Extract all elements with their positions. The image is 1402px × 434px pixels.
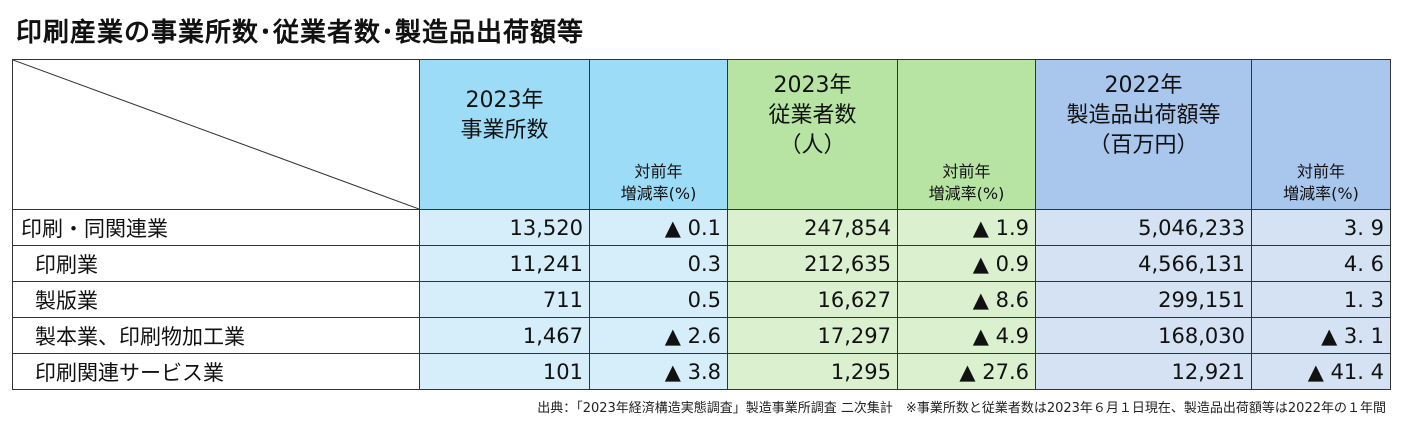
row-label: 印刷関連サービス業 [12, 353, 420, 390]
table-row: 印刷業 11,241 0.3 212,635 ▲ 0.9 4,566,131 4. 6 [12, 245, 1391, 282]
employees-change-cell: ▲ 4.9 [897, 317, 1036, 354]
employees-cell: 247,854 [727, 209, 898, 246]
shipments-cell: 168,030 [1035, 317, 1252, 354]
header-employees-change: 対前年 増減率(%) [897, 59, 1036, 210]
shipments-cell: 4,566,131 [1035, 245, 1252, 282]
employees-change-cell: ▲ 8.6 [897, 281, 1036, 318]
shipments-change-cell: 4. 6 [1251, 245, 1391, 282]
row-label: 印刷業 [12, 245, 420, 282]
page-title: 印刷産業の事業所数･従業者数･製造品出荷額等 [16, 18, 585, 48]
employees-change-cell: ▲ 1.9 [897, 209, 1036, 246]
establishments-change-cell: ▲ 3.8 [589, 353, 728, 390]
table-row: 製本業、印刷物加工業 1,467 ▲ 2.6 17,297 ▲ 4.9 168,030 ▲ … [12, 317, 1391, 354]
diagonal-line [13, 60, 419, 209]
header-employees: 2023年 従業者数 （人） [727, 59, 898, 210]
header-shipments: 2022年 製造品出荷額等 （百万円） [1035, 59, 1252, 210]
shipments-change-cell: ▲ 3. 1 [1251, 317, 1391, 354]
establishments-cell: 11,241 [419, 245, 590, 282]
shipments-change-cell: 1. 3 [1251, 281, 1391, 318]
employees-cell: 16,627 [727, 281, 898, 318]
header-shipments-change: 対前年 増減率(%) [1251, 59, 1391, 210]
establishments-cell: 101 [419, 353, 590, 390]
header-establishments: 2023年 事業所数 [419, 59, 590, 210]
employees-change-cell: ▲ 0.9 [897, 245, 1036, 282]
shipments-cell: 12,921 [1035, 353, 1252, 390]
shipments-cell: 5,046,233 [1035, 209, 1252, 246]
source-note: 出典：「2023年経済構造実態調査」製造事業所調査 二次集計 ※事業所数と従業者… [537, 401, 1386, 416]
table-row: 印刷・同関連業 13,520 ▲ 0.1 247,854 ▲ 1.9 5,046,233 3… [12, 209, 1391, 246]
establishments-cell: 711 [419, 281, 590, 318]
employees-cell: 212,635 [727, 245, 898, 282]
establishments-change-cell: ▲ 0.1 [589, 209, 728, 246]
establishments-change-cell: 0.5 [589, 281, 728, 318]
employees-cell: 1,295 [727, 353, 898, 390]
row-label: 印刷・同関連業 [12, 209, 420, 246]
row-label: 製版業 [12, 281, 420, 318]
statistics-table: 2023年 事業所数 対前年 増減率(%) 2023年 従業者数 （人） 対前年 増減率(… [12, 59, 1391, 390]
establishments-cell: 1,467 [419, 317, 590, 354]
header-row: 2023年 事業所数 対前年 増減率(%) 2023年 従業者数 （人） 対前年 増減率(… [12, 59, 1391, 210]
table-row: 印刷関連サービス業 101 ▲ 3.8 1,295 ▲ 27.6 12,921 ▲ 41. … [12, 353, 1391, 390]
establishments-change-cell: 0.3 [589, 245, 728, 282]
establishments-change-cell: ▲ 2.6 [589, 317, 728, 354]
header-corner-cell [12, 59, 420, 210]
row-label: 製本業、印刷物加工業 [12, 317, 420, 354]
shipments-change-cell: 3. 9 [1251, 209, 1391, 246]
employees-change-cell: ▲ 27.6 [897, 353, 1036, 390]
header-establishments-change: 対前年 増減率(%) [589, 59, 728, 210]
shipments-change-cell: ▲ 41. 4 [1251, 353, 1391, 390]
shipments-cell: 299,151 [1035, 281, 1252, 318]
employees-cell: 17,297 [727, 317, 898, 354]
table-row: 製版業 711 0.5 16,627 ▲ 8.6 299,151 1. 3 [12, 281, 1391, 318]
establishments-cell: 13,520 [419, 209, 590, 246]
